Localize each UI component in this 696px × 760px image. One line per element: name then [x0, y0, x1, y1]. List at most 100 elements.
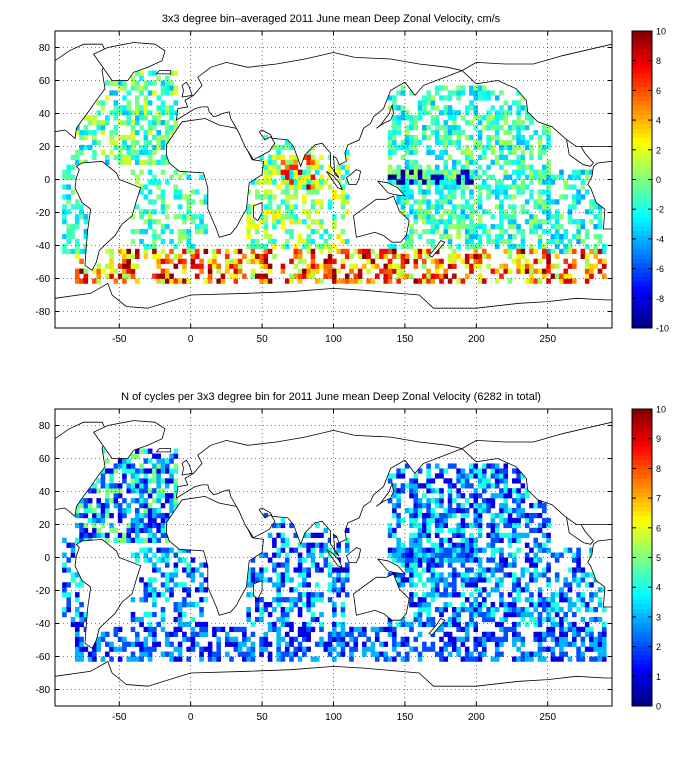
cycles-bin-cell — [563, 582, 569, 588]
velocity-bin-cell — [494, 204, 500, 210]
cycles-bin-cell — [490, 631, 496, 637]
velocity-colorbar-tick-label: -8 — [656, 294, 664, 304]
velocity-bin-cell — [413, 144, 419, 151]
cycles-bin-cell — [113, 463, 119, 469]
cycles-bin-cell — [477, 527, 483, 534]
velocity-bin-cell — [134, 159, 140, 165]
cycles-bin-cell — [413, 611, 419, 618]
cycles-bin-cell — [147, 493, 153, 499]
velocity-bin-cell — [74, 149, 80, 156]
cycles-bin-cell — [426, 463, 431, 469]
cycles-bin-cell — [92, 532, 97, 538]
cycles-bin-cell — [469, 493, 474, 499]
velocity-bin-cell — [263, 273, 269, 279]
velocity-bin-cell — [597, 209, 603, 215]
velocity-bin-cell — [203, 224, 209, 230]
cycles-bin-cell — [533, 542, 539, 548]
cycles-bin-cell — [122, 646, 127, 652]
cycles-bin-cell — [430, 478, 436, 484]
cycles-bin-cell — [426, 602, 431, 608]
velocity-bin-cell — [302, 184, 307, 190]
velocity-colorbar-segment — [632, 188, 652, 194]
velocity-bin-cell — [512, 224, 517, 230]
velocity-bin-cell — [443, 130, 449, 136]
velocity-bin-cell — [152, 174, 157, 180]
velocity-bin-cell — [336, 268, 341, 274]
velocity-bin-cell — [542, 199, 547, 205]
velocity-bin-cell — [567, 184, 573, 190]
velocity-bin-cell — [259, 219, 264, 225]
cycles-colorbar-segment — [632, 497, 652, 503]
velocity-bin-cell — [494, 154, 500, 160]
velocity-bin-cell — [100, 100, 106, 106]
velocity-bin-cell — [280, 144, 286, 151]
velocity-bin-cell — [452, 174, 457, 180]
velocity-bin-cell — [143, 80, 149, 86]
cycles-bin-cell — [584, 631, 590, 637]
cycles-bin-cell — [96, 512, 101, 519]
velocity-bin-cell — [272, 159, 277, 165]
cycles-bin-cell — [533, 557, 539, 563]
velocity-bin-cell — [503, 184, 509, 190]
velocity-bin-cell — [139, 90, 144, 96]
velocity-bin-cell — [447, 130, 453, 136]
velocity-bin-cell — [267, 154, 273, 160]
velocity-bin-cell — [512, 258, 517, 264]
velocity-bin-cell — [516, 139, 521, 146]
velocity-bin-cell — [559, 169, 564, 175]
velocity-bin-cell — [486, 253, 491, 259]
velocity-bin-cell — [293, 174, 299, 180]
cycles-bin-cell — [113, 631, 119, 637]
velocity-bin-cell — [186, 204, 191, 210]
cycles-bin-cell — [434, 522, 440, 529]
coastline-australia — [353, 195, 410, 243]
cycles-bin-cell — [152, 646, 157, 652]
velocity-bin-cell — [340, 263, 346, 269]
cycles-bin-cell — [280, 611, 286, 618]
cycles-bin-cell — [370, 641, 376, 647]
velocity-bin-cell — [434, 199, 440, 205]
cycles-bin-cell — [310, 616, 316, 623]
cycles-bin-cell — [477, 587, 483, 593]
cycles-bin-cell — [464, 597, 470, 603]
coastline-north-america-west — [461, 43, 612, 147]
cycles-bin-cell — [177, 656, 183, 662]
cycles-bin-cell — [520, 616, 526, 623]
velocity-bin-cell — [529, 179, 534, 185]
cycles-bin-cell — [87, 656, 93, 662]
velocity-bin-cell — [576, 229, 581, 235]
velocity-bin-cell — [439, 174, 444, 180]
cycles-colorbar-tick-label: 7 — [656, 494, 661, 504]
velocity-bin-cell — [62, 169, 67, 175]
cycles-bin-cell — [456, 547, 461, 553]
velocity-bin-cell — [152, 179, 157, 185]
cycles-bin-cell — [426, 646, 431, 652]
coastline-madagascar — [253, 580, 263, 600]
cycles-bin-cell — [490, 493, 496, 499]
cycles-bin-cell — [332, 611, 337, 618]
velocity-bin-cell — [314, 268, 320, 274]
cycles-bin-cell — [139, 651, 144, 657]
velocity-bin-cell — [216, 278, 221, 284]
cycles-bin-cell — [533, 512, 539, 519]
velocity-bin-cell — [499, 164, 504, 170]
cycles-bin-cell — [426, 483, 431, 489]
velocity-bin-cell — [207, 273, 213, 279]
velocity-bin-cell — [404, 169, 410, 175]
velocity-bin-cell — [443, 174, 449, 180]
velocity-bin-cell — [392, 125, 397, 131]
velocity-bin-cell — [96, 120, 101, 126]
velocity-bin-cell — [332, 219, 337, 225]
cycles-bin-cell — [559, 651, 564, 657]
velocity-bin-cell — [66, 164, 72, 170]
cycles-bin-cell — [122, 478, 127, 484]
cycles-bin-cell — [302, 582, 307, 588]
cycles-bin-cell — [533, 621, 539, 628]
cycles-bin-cell — [413, 636, 419, 642]
cycles-bin-cell — [584, 607, 590, 613]
cycles-bin-cell — [409, 493, 414, 499]
velocity-bin-cell — [387, 134, 393, 141]
cycles-bin-cell — [460, 517, 466, 524]
cycles-bin-cell — [464, 483, 470, 489]
velocity-bin-cell — [246, 224, 251, 230]
